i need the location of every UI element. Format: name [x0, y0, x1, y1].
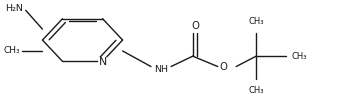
Text: CH₃: CH₃	[3, 46, 20, 55]
Text: CH₃: CH₃	[248, 86, 264, 95]
Text: H₂N: H₂N	[5, 4, 23, 13]
Text: O: O	[219, 62, 227, 72]
Text: N: N	[98, 57, 107, 67]
Text: O: O	[191, 21, 199, 31]
Text: NH: NH	[154, 65, 168, 74]
Text: CH₃: CH₃	[291, 52, 307, 61]
Text: CH₃: CH₃	[248, 17, 264, 26]
